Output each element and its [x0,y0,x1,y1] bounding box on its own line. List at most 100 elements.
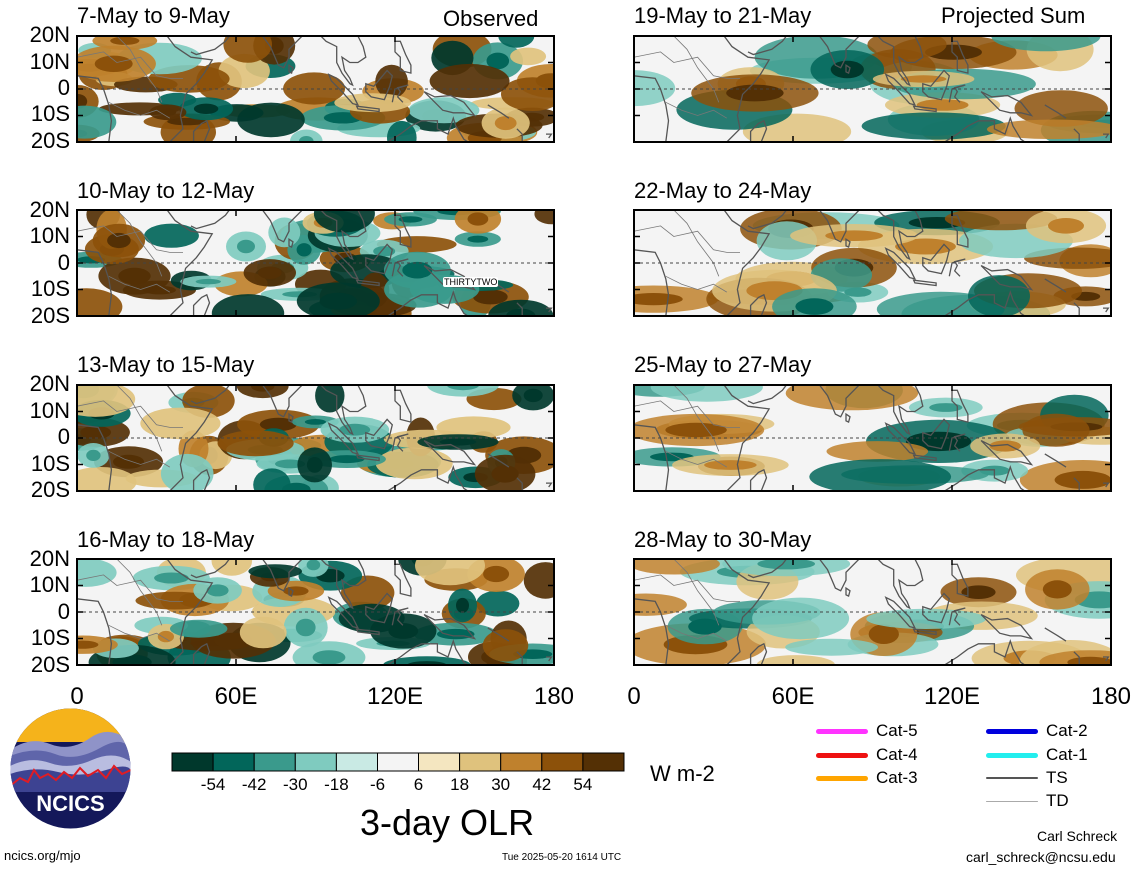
coastline-india [261,385,304,418]
x-tick-label: 120E [366,683,424,710]
olr-anomaly-core [446,385,480,391]
country-border [116,36,163,103]
olr-anomaly-blob [429,63,510,99]
map-panel [77,559,554,665]
olr-anomaly-core [329,455,365,464]
logo-text: NCICS [36,791,104,816]
y-tick-label: 0 [57,250,70,275]
map-panel [77,210,554,316]
olr-anomaly-core [506,308,536,316]
coastline-arabia [747,385,788,405]
coastline-sumatra [327,422,360,455]
olr-anomaly-core [757,559,815,570]
country-border [108,101,171,119]
coastline-west-africa [634,598,670,665]
colorbar-swatch [500,752,543,772]
coastline-philippines [951,563,969,597]
map-panel [634,36,1111,142]
legend-line-cat-3 [816,775,868,781]
map-panel [77,36,554,142]
coastline-east-africa [723,210,771,316]
y-tick-label: 10S [30,625,70,650]
coastline-borneo [365,243,394,275]
coastline-sumatra [884,422,917,455]
y-tick-label: 10N [29,572,70,597]
olr-anomaly-core [80,425,112,439]
coastline-australia [943,116,1027,142]
y-tick-label: 10S [30,276,70,301]
olr-anomaly-core [726,84,784,102]
coastline-arabia [747,36,788,56]
coastline-java [912,279,937,287]
coastline-fiji [1103,482,1110,488]
olr-anomaly-blob [968,275,1030,316]
colorbar-tick-label: 30 [491,775,511,794]
colorbar-swatch [459,752,502,772]
country-border [116,559,163,626]
legend-line-cat-2 [986,728,1038,734]
olr-anomaly-core [304,419,326,425]
colorbar-tick-label: -6 [369,775,386,794]
olr-anomaly-blob [498,36,535,48]
coastline-madagascar [192,642,211,665]
coastline-sri-lanka [845,412,851,424]
country-border [673,559,720,626]
legend-line-cat-5 [816,728,868,734]
olr-anomaly-blob [523,562,554,599]
olr-anomaly-core [665,422,727,438]
olr-anomaly-core [929,403,963,412]
country-border [673,210,720,277]
colorbar-tick-label: 42 [532,775,552,794]
olr-anomaly-blob [634,593,687,616]
colorbar-tick-label: -18 [324,775,349,794]
coastline-india [818,210,861,243]
coastline-australia [386,116,470,142]
coastline-java [355,454,380,462]
coastline-new-guinea [980,91,1034,117]
country-border [116,385,163,452]
coastline-madagascar [749,642,768,665]
coastline-vanuatu [1073,477,1080,491]
olr-anomaly-blob [785,638,878,656]
olr-anomaly-blob [809,459,952,491]
panel-title-proj-2: 22-May to 24-May [634,178,812,203]
coastline-philippines [394,563,412,597]
coastline-vanuatu [1073,302,1080,316]
coastline-southeast-asia [319,210,367,261]
olr-anomaly-core [1067,656,1111,665]
map-panel [634,559,1111,665]
coastline-west-africa [634,424,670,491]
observed-label: Observed [443,6,539,31]
coastline-madagascar [192,468,211,491]
country-border [665,624,728,642]
country-border [673,36,720,103]
country-border [673,385,720,452]
olr-anomaly-core [634,293,683,306]
olr-anomaly-core [704,460,757,470]
olr-anomaly-core [916,99,969,111]
y-tick-label: 10N [29,223,70,248]
coastline-east-africa [723,559,771,665]
projected-label: Projected Sum [941,3,1086,28]
olr-anomaly-blob [1014,90,1108,127]
coastline-fiji [546,307,553,313]
coastline-borneo [922,418,951,450]
colorbar [171,752,625,772]
olr-anomaly-blob [427,385,499,397]
coastline-australia [943,465,1027,491]
colorbar-swatch [377,752,420,772]
coastline-east-africa [166,36,214,142]
olr-anomaly-blob [77,467,137,491]
y-tick-label: 10N [29,398,70,423]
coastline-sri-lanka [288,586,294,598]
colorbar-swatch [418,752,461,772]
coastline-east-africa [166,385,214,491]
olr-anomaly-core [483,565,510,583]
olr-anomaly-blob [218,53,270,89]
colorbar-swatch [212,752,255,772]
coastline-fiji [1103,656,1110,662]
coastline-vanuatu [516,477,523,491]
panel-title-obs-2: 10-May to 12-May [77,178,255,203]
x-tick-label: 0 [70,683,84,710]
coastline-philippines [394,214,412,248]
